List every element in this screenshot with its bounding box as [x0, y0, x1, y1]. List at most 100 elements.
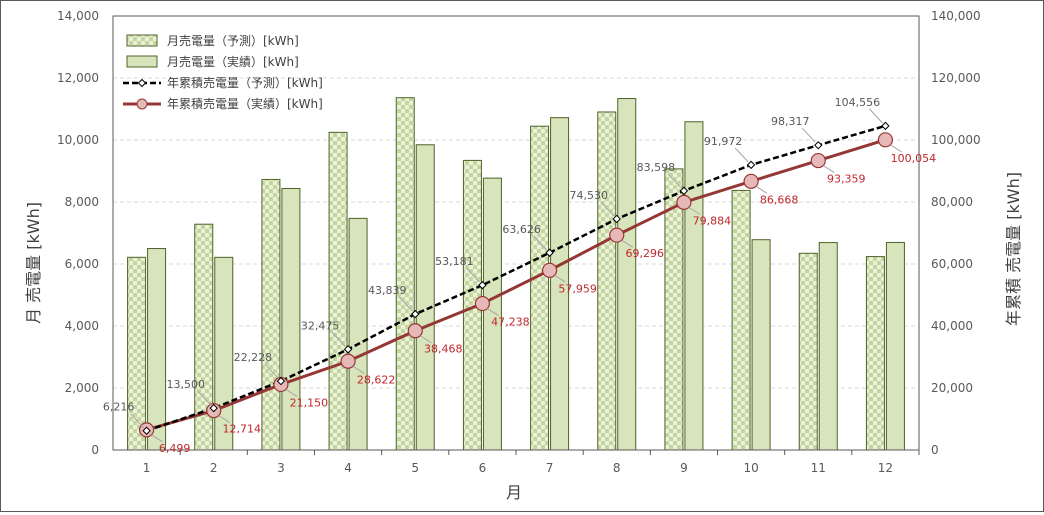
line-actual-cumulative [146, 138, 886, 432]
leader-line [218, 415, 231, 424]
bars [127, 97, 905, 451]
marker-actual-7 [541, 262, 558, 278]
data-label-actual: 86,668 [760, 193, 799, 206]
marker-actual-10 [743, 173, 759, 189]
y2-tick-label: 0 [931, 443, 939, 457]
marker-predicted-4 [343, 345, 353, 354]
bar-predicted-5 [395, 97, 415, 451]
data-label-predicted: 13,500 [167, 378, 206, 391]
data-label-predicted: 6,216 [103, 401, 135, 414]
y2-tick-label: 120,000 [931, 71, 981, 85]
data-label-predicted: 98,317 [771, 115, 810, 128]
y-tick-label: 6,000 [65, 257, 99, 271]
leader-line [352, 365, 365, 374]
bar-predicted-4 [328, 131, 348, 451]
y2-tick-label: 140,000 [931, 9, 981, 23]
leader-line [130, 413, 144, 429]
bar-predicted-3 [261, 178, 281, 451]
y-tick-label: 14,000 [57, 9, 99, 23]
leader-line [734, 147, 749, 163]
bar-actual-3 [281, 187, 301, 451]
data-label-actual: 12,714 [223, 423, 262, 436]
x-tick-label: 8 [613, 461, 621, 475]
legend-swatch-predicted-bar [126, 34, 158, 47]
y-tick-label: 8,000 [65, 195, 99, 209]
lines [138, 121, 894, 438]
leader-line [151, 434, 163, 443]
legend-label: 月売電量（実績）[kWh] [167, 54, 299, 69]
leader-line [197, 390, 212, 406]
x-tick-label: 5 [411, 461, 419, 475]
data-label-actual: 57,959 [558, 282, 597, 295]
leader-line [869, 108, 883, 124]
bar-actual-5 [415, 144, 435, 451]
y2-tick-label: 100,000 [931, 133, 981, 147]
x-tick-label: 7 [546, 461, 554, 475]
bar-predicted-8 [597, 111, 617, 451]
marker-predicted-12 [881, 121, 890, 131]
legend-label: 年累積売電量（実績）[kWh] [167, 96, 323, 111]
x-axis-title: 月 [506, 483, 522, 502]
data-label-actual: 93,359 [827, 173, 866, 186]
leader-line [688, 206, 701, 215]
leader-line [466, 267, 480, 283]
x-tick-label: 9 [680, 461, 688, 475]
bar-actual-10 [751, 239, 771, 451]
y-tick-label: 0 [91, 443, 99, 457]
legend-marker-actual [136, 98, 148, 110]
marker-predicted-9 [679, 186, 689, 196]
leader-line [755, 185, 768, 194]
marker-predicted-7 [545, 248, 554, 257]
marker-predicted-11 [814, 141, 823, 150]
leader-line [890, 144, 902, 153]
leader-line [621, 239, 634, 248]
bar-predicted-10 [731, 189, 751, 451]
leader-line [600, 201, 615, 217]
y-tick-label: 2,000 [65, 381, 99, 395]
legend-swatch-actual-bar [126, 55, 158, 68]
data-label-actual: 6,499 [159, 442, 191, 455]
bar-predicted-11 [798, 252, 818, 451]
leader-line [398, 296, 413, 312]
x-tick-label: 2 [210, 461, 218, 475]
leader-line [285, 389, 298, 397]
x-tick-label: 3 [277, 461, 285, 475]
marker-predicted-10 [746, 160, 756, 170]
y-tick-label: 10,000 [57, 133, 99, 147]
bar-actual-6 [482, 177, 502, 451]
bar-predicted-1 [127, 256, 147, 451]
bar-actual-9 [684, 121, 704, 451]
y-tick-label: 4,000 [65, 319, 99, 333]
data-label-actual: 47,238 [491, 316, 530, 329]
data-label-predicted: 53,181 [435, 255, 474, 268]
x-tick-label: 4 [344, 461, 352, 475]
marker-actual-5 [407, 323, 423, 339]
y2-tick-label: 80,000 [931, 195, 973, 209]
bar-actual-12 [885, 241, 905, 451]
y2-tick-label: 60,000 [931, 257, 973, 271]
marker-actual-11 [810, 152, 826, 169]
data-label-predicted: 104,556 [835, 96, 881, 109]
bar-actual-11 [818, 242, 838, 451]
legend-marker-predicted [137, 78, 147, 88]
line-predicted-cumulative [146, 124, 886, 432]
leader-line [801, 127, 816, 143]
data-label-actual: 38,468 [424, 343, 463, 356]
leader-line [667, 173, 682, 189]
legend: 月売電量（予測）[kWh] 月売電量（実績）[kWh] 年累積売電量（予測）[kWh… [123, 33, 323, 111]
marker-actual-12 [877, 132, 894, 148]
bar-actual-8 [617, 98, 637, 451]
y-tick-label: 12,000 [57, 71, 99, 85]
marker-predicted-2 [209, 403, 218, 413]
y2-tick-label: 20,000 [931, 381, 973, 395]
leader-line [331, 331, 346, 347]
marker-actual-4 [340, 353, 356, 369]
data-labels: 6,216 13,500 22,228 32,475 43,839 53,181 63,62… [103, 96, 936, 455]
bar-actual-2 [214, 256, 234, 451]
marker-predicted-6 [478, 280, 487, 290]
data-label-actual: 21,150 [290, 396, 329, 409]
leader-line [487, 308, 499, 316]
marker-actual-8 [609, 227, 625, 243]
